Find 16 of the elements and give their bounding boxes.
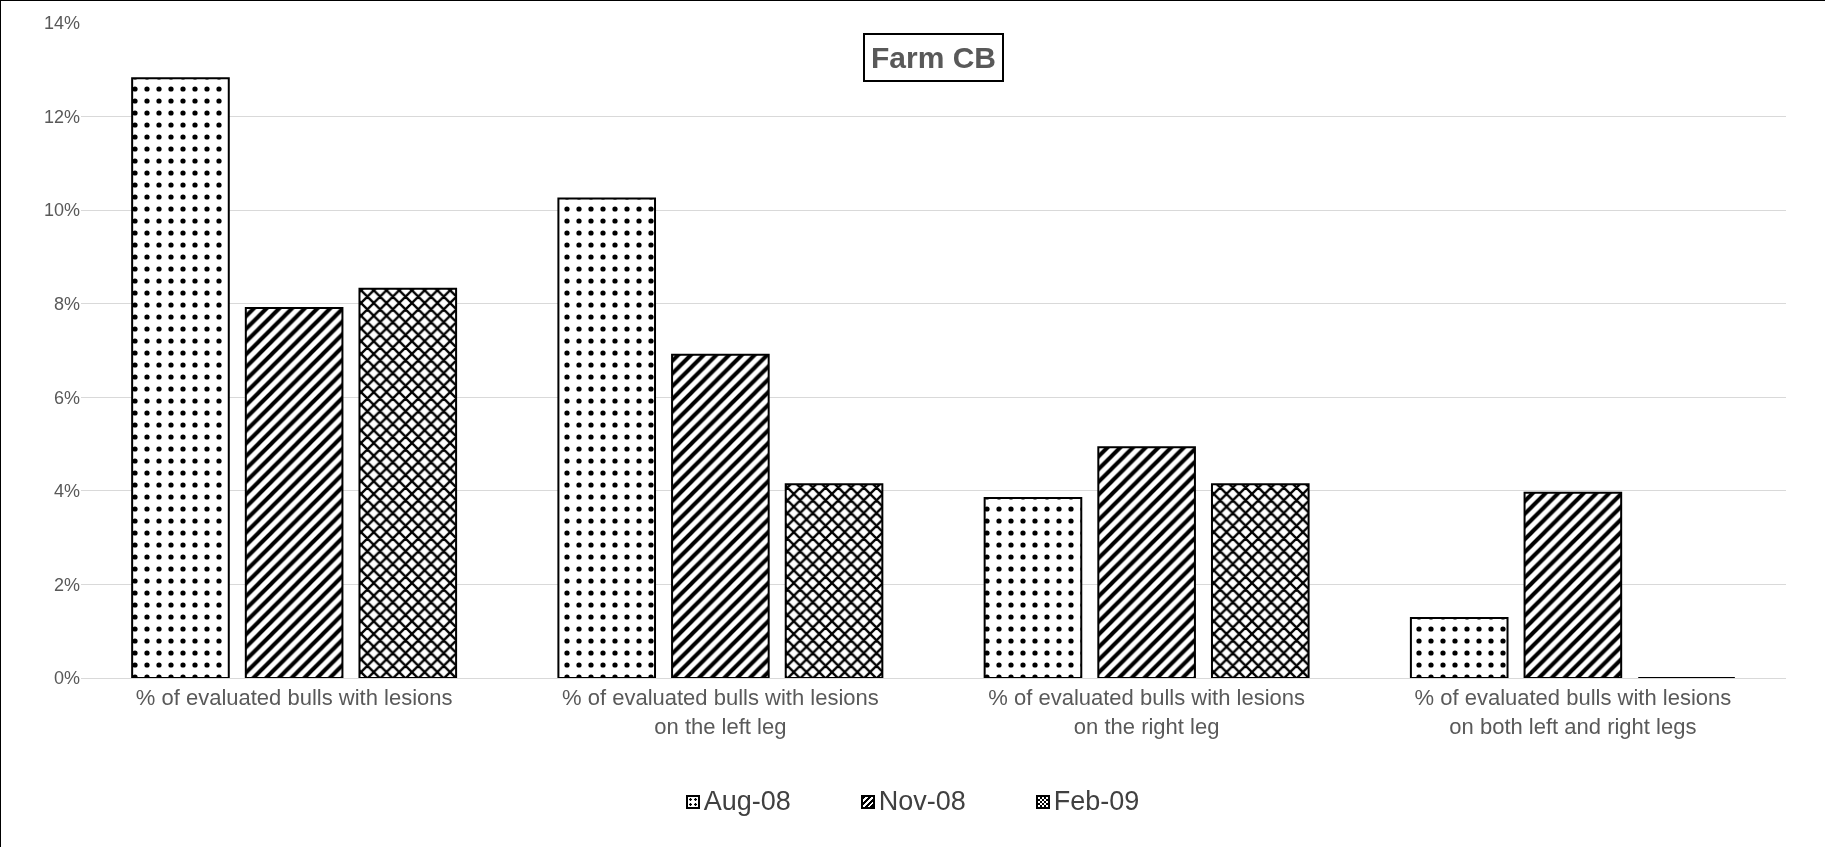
legend-label: Feb-09 bbox=[1053, 786, 1140, 817]
legend-label: Nov-08 bbox=[878, 786, 966, 817]
x-tick-label: % of evaluated bulls with lesions on the left leg bbox=[562, 685, 879, 739]
y-tick-label: 14% bbox=[43, 13, 80, 34]
x-tick-label: % of evaluated bulls with lesions on the right leg bbox=[988, 685, 1305, 739]
y-tick-label: 2% bbox=[53, 574, 80, 595]
y-tick-label: 12% bbox=[43, 106, 80, 127]
x-tick-label: % of evaluated bulls with lesions bbox=[135, 685, 453, 711]
y-tick-label: 8% bbox=[53, 294, 80, 315]
y-tick-label: 0% bbox=[53, 668, 80, 689]
x-tick-label: % of evaluated bulls with lesions on both left and right legs bbox=[1414, 685, 1732, 739]
legend-label: Aug-08 bbox=[703, 786, 791, 817]
y-tick-label: 4% bbox=[53, 481, 80, 502]
y-tick-label: 10% bbox=[43, 200, 80, 221]
text: Farm CB bbox=[871, 41, 997, 74]
y-tick-label: 6% bbox=[53, 387, 80, 408]
